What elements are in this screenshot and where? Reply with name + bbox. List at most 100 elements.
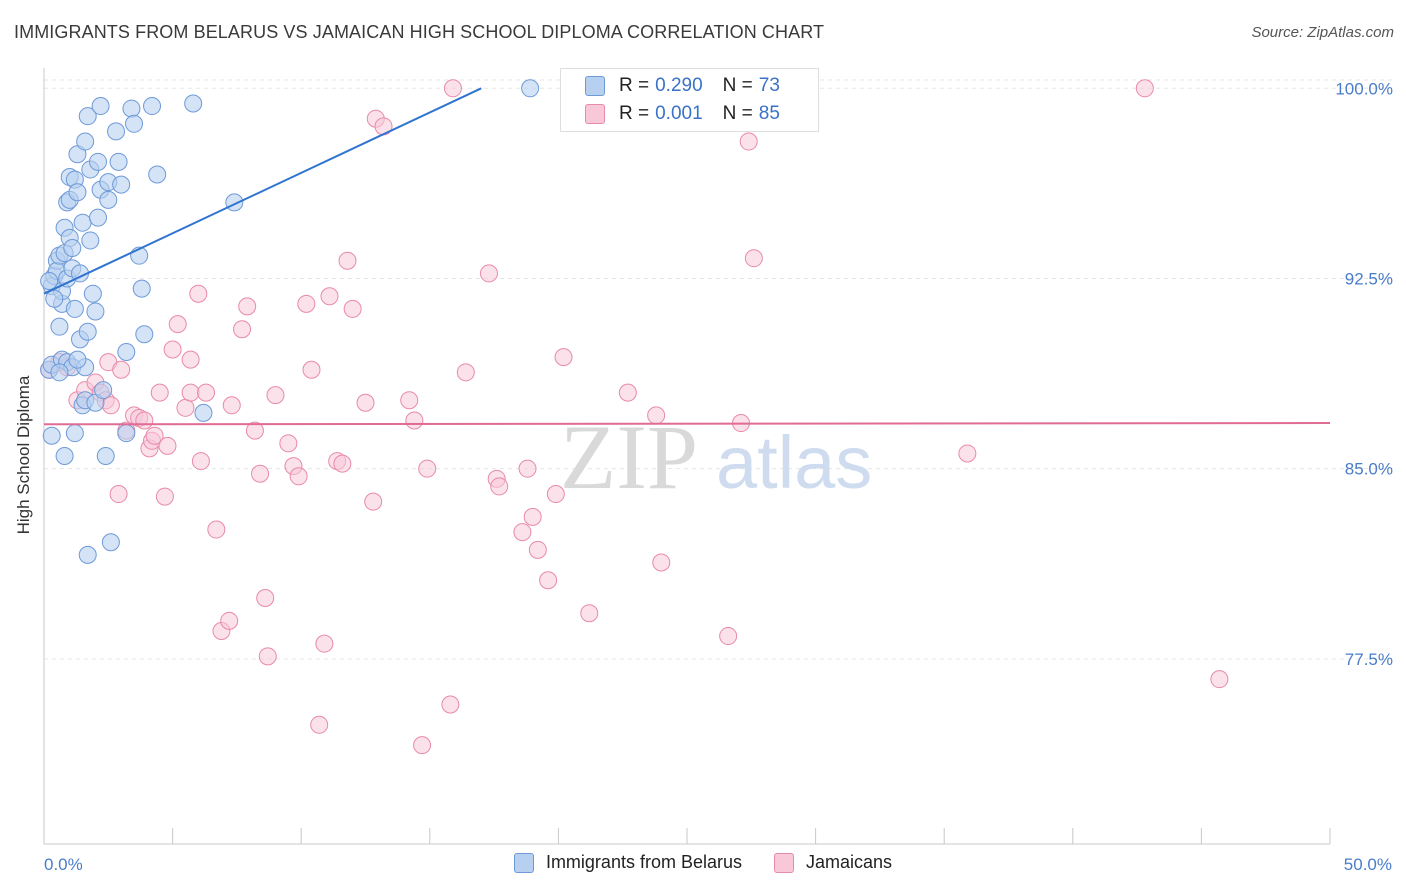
jamaican-point <box>539 571 558 590</box>
belarus-point <box>521 79 540 98</box>
jamaican-point <box>191 452 210 471</box>
jamaican-point <box>158 436 177 455</box>
belarus-point <box>107 122 126 141</box>
jamaican-point <box>279 434 298 453</box>
belarus-point <box>86 302 105 321</box>
jamaican-point <box>310 715 329 734</box>
belarus-point <box>50 363 69 382</box>
belarus-point <box>117 424 136 443</box>
belarus-points <box>40 79 540 564</box>
jamaican-point <box>189 284 208 303</box>
jamaican-point <box>145 426 164 445</box>
belarus-point <box>122 99 141 118</box>
y-axis-label: High School Diploma <box>14 375 33 535</box>
y-tick-label: 92.5% <box>1345 269 1393 288</box>
legend-r-label: R = <box>619 75 650 96</box>
y-tick-label: 85.0% <box>1345 460 1393 479</box>
jamaican-point <box>207 520 226 539</box>
legend-swatch-belarus <box>585 76 605 96</box>
jamaican-point <box>356 393 375 412</box>
belarus-point <box>143 97 162 116</box>
jamaican-point <box>443 79 462 98</box>
belarus-point <box>78 107 97 126</box>
jamaican-point <box>266 386 285 405</box>
belarus-point <box>184 94 203 113</box>
y-tick-label: 100.0% <box>1335 79 1393 98</box>
jamaican-point <box>289 467 308 486</box>
jamaican-point <box>258 647 277 666</box>
jamaican-point <box>528 540 547 559</box>
jamaican-point <box>1135 79 1154 98</box>
belarus-point <box>65 424 84 443</box>
jamaican-point <box>413 736 432 755</box>
jamaican-point <box>150 383 169 402</box>
jamaican-point <box>647 406 666 425</box>
jamaican-point <box>652 553 671 572</box>
legend-row-jamaican: R = 0.001 N = 85 <box>585 100 780 128</box>
belarus-point <box>81 231 100 250</box>
jamaican-point <box>256 589 275 608</box>
belarus-point <box>63 239 82 258</box>
belarus-point <box>194 403 213 422</box>
tick-labels: 100.0% 92.5% 85.0% 77.5% 0.0% 50.0% <box>44 79 1393 874</box>
jamaican-point <box>163 340 182 359</box>
jamaican-point <box>490 477 509 496</box>
jamaican-point <box>1210 670 1229 689</box>
legend-item-jamaicans[interactable]: Jamaicans <box>774 852 892 873</box>
belarus-point <box>117 343 136 362</box>
belarus-point <box>91 97 110 116</box>
jamaican-point <box>302 360 321 379</box>
belarus-point <box>148 165 167 184</box>
jamaican-point <box>220 611 239 630</box>
legend-r-value: 0.001 <box>655 103 703 124</box>
legend-swatch-jamaican <box>585 104 605 124</box>
jamaican-point <box>238 297 257 316</box>
jamaican-point <box>618 383 637 402</box>
legend-label-belarus: Immigrants from Belarus <box>545 852 742 872</box>
jamaican-trend-line <box>43 422 1331 426</box>
belarus-point <box>109 152 128 171</box>
x-tick-label: 0.0% <box>44 855 83 874</box>
belarus-point <box>89 208 108 227</box>
jamaican-point <box>338 251 357 270</box>
jamaican-point <box>112 360 131 379</box>
belarus-point <box>101 533 120 552</box>
jamaican-point <box>297 294 316 313</box>
jamaican-point <box>181 383 200 402</box>
jamaican-point <box>400 391 419 410</box>
axes <box>43 68 1331 845</box>
jamaican-point <box>168 315 187 334</box>
trend-lines <box>43 87 1331 426</box>
legend-swatch-belarus <box>513 852 534 873</box>
jamaican-point <box>580 604 599 623</box>
belarus-point <box>45 289 64 308</box>
watermark-zip: ZIP <box>560 406 698 508</box>
jamaican-point <box>405 411 424 430</box>
legend-label-jamaicans: Jamaicans <box>806 852 893 872</box>
jamaican-point <box>222 396 241 415</box>
jamaican-point <box>554 348 573 367</box>
jamaican-point <box>176 398 195 417</box>
jamaican-point <box>958 444 977 463</box>
series-legend: Immigrants from Belarus Jamaicans <box>0 852 1406 873</box>
belarus-point <box>73 213 92 232</box>
jamaican-point <box>315 634 334 653</box>
belarus-point <box>112 175 131 194</box>
jamaican-point <box>135 411 154 430</box>
belarus-point <box>76 132 95 151</box>
jamaican-point <box>546 485 565 504</box>
legend-n-label: N = <box>722 103 753 124</box>
jamaican-point <box>479 264 498 283</box>
source-credit: Source: ZipAtlas.com <box>1251 24 1394 41</box>
belarus-point <box>68 350 87 369</box>
legend-n-label: N = <box>722 75 753 96</box>
belarus-point <box>83 284 102 303</box>
belarus-point <box>78 322 97 341</box>
belarus-point <box>78 545 97 564</box>
legend-item-belarus[interactable]: Immigrants from Belarus <box>513 852 742 873</box>
correlation-legend: R = 0.290 N = 73 R = 0.001 N = 85 <box>560 68 819 132</box>
belarus-point <box>55 447 74 465</box>
y-tick-label: 77.5% <box>1345 650 1393 669</box>
belarus-point <box>135 325 154 344</box>
